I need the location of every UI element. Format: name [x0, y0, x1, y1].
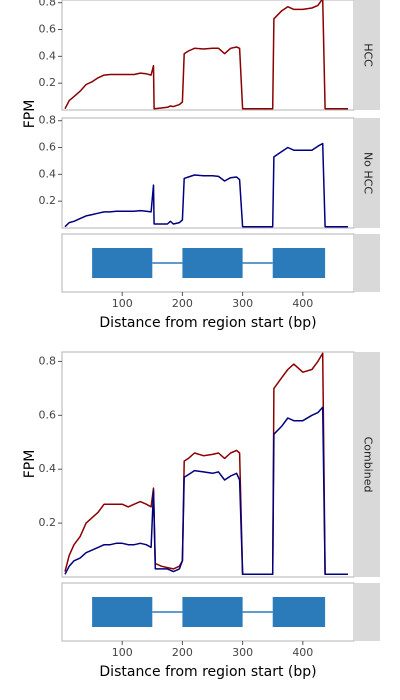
- exon-block: [182, 597, 243, 627]
- y-tick-label-combined: 0.4: [39, 462, 57, 475]
- y-axis-title-top: FPM: [22, 100, 38, 129]
- y-ticks-combined: 0.2 0.4 0.6 0.8: [39, 354, 62, 529]
- strip-label-no-hcc: No HCC: [362, 152, 375, 194]
- exon-block: [272, 597, 326, 627]
- panel-hcc: 0.2 0.4 0.6 0.8 HCC: [39, 0, 380, 111]
- x-tick-label: 200: [172, 297, 193, 310]
- y-tick-label-hcc: 0.2: [39, 76, 57, 89]
- gene-model-bottom: 100 200 300 400 Distance from region start …: [61, 582, 380, 680]
- exon-block: [272, 248, 326, 278]
- panel-combined-frame: [61, 351, 355, 578]
- exon-block: [182, 248, 243, 278]
- exon-block: [92, 248, 153, 278]
- series-line-no-hcc: [64, 406, 348, 576]
- series-group-combined: [64, 352, 348, 576]
- gene-model-top: 100 200 300 400 Distance from region start …: [61, 233, 380, 331]
- y-axis-title-combined: FPM: [22, 450, 38, 479]
- x-axis-title-bottom: Distance from region start (bp): [99, 664, 316, 680]
- x-ticks-bottom: 100 200 300 400: [112, 641, 313, 659]
- x-tick-label: 400: [292, 646, 313, 659]
- y-tick-label-no-hcc: 0.2: [39, 194, 57, 207]
- panel-combined: 0.2 0.4 0.6 0.8 Combined: [39, 351, 380, 578]
- exon-group-bottom: [92, 597, 326, 627]
- x-tick-label: 300: [232, 646, 253, 659]
- panel-no-hcc: 0.2 0.4 0.6 0.8 No HCC: [39, 114, 380, 229]
- strip-combined: [355, 352, 380, 577]
- y-tick-label-hcc: 0.4: [39, 49, 57, 62]
- panel-no-hcc-frame: [61, 117, 355, 229]
- panel-hcc-frame: [61, 0, 355, 111]
- exon-block: [92, 597, 153, 627]
- series-group-no-hcc: [64, 142, 348, 228]
- exon-group-top: [92, 248, 326, 278]
- strip-no-hcc: [355, 118, 380, 228]
- x-tick-label: 100: [112, 646, 133, 659]
- y-tick-label-hcc: 0.8: [39, 0, 57, 9]
- strip-hcc: [355, 0, 380, 110]
- y-tick-label-hcc: 0.6: [39, 23, 57, 36]
- y-tick-label-combined: 0.2: [39, 516, 57, 529]
- x-tick-label: 100: [112, 297, 133, 310]
- series-line-hcc: [64, 352, 348, 576]
- x-tick-label: 300: [232, 297, 253, 310]
- gene-model-top-strip: [355, 234, 380, 292]
- y-tick-label-no-hcc: 0.6: [39, 141, 57, 154]
- strip-label-hcc: HCC: [362, 43, 375, 67]
- x-ticks-top: 100 200 300 400: [112, 292, 313, 310]
- y-tick-label-combined: 0.8: [39, 354, 57, 367]
- series-group-hcc: [64, 0, 348, 110]
- gene-model-bottom-strip: [355, 583, 380, 641]
- strip-label-combined: Combined: [362, 437, 375, 493]
- x-tick-label: 400: [292, 297, 313, 310]
- x-axis-title-top: Distance from region start (bp): [99, 315, 316, 331]
- y-tick-label-no-hcc: 0.8: [39, 114, 57, 127]
- series-line-hcc: [64, 0, 348, 110]
- x-tick-label: 200: [172, 646, 193, 659]
- series-line-no-hcc: [64, 142, 348, 228]
- y-ticks-no-hcc: 0.2 0.4 0.6 0.8: [39, 114, 62, 207]
- y-tick-label-combined: 0.6: [39, 408, 57, 421]
- y-tick-label-no-hcc: 0.4: [39, 167, 57, 180]
- y-ticks-hcc: 0.2 0.4 0.6 0.8: [39, 0, 62, 89]
